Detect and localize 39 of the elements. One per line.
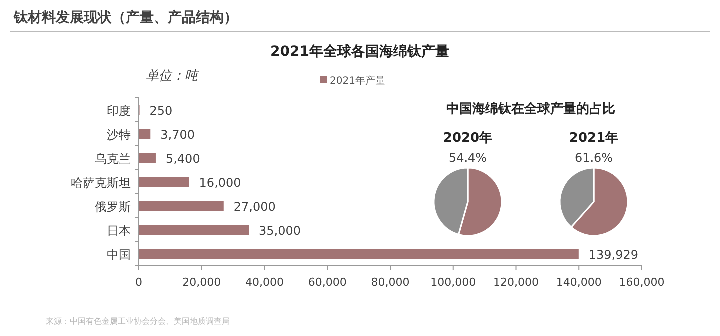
y-tick-label: 印度 [107,104,131,118]
data-label: 35,000 [259,224,302,238]
chart-subtitle: 2021年 [569,131,619,146]
bar [139,201,224,211]
text: 钛材料发展现状（产量、产品结构） [13,9,238,26]
x-tick-label: 140,000 [556,276,602,289]
y-tick-label: 俄罗斯 [95,200,131,214]
bar [139,129,151,139]
x-tick-label: 0 [136,276,142,289]
source-note: 来源：中国有色金属工业协会分会、美国地质调查局 [46,317,230,326]
chart-subtitle: 2020年 [443,131,493,146]
data-label: 27,000 [234,200,276,214]
bar [139,249,579,259]
data-label: 54.4% [448,151,488,165]
text: 单位：吨 [146,69,200,84]
x-tick-label: 80,000 [371,276,410,289]
y-tick-label: 日本 [107,224,131,238]
data-label: 16,000 [199,176,242,190]
data-label: 61.6% [574,151,614,165]
x-tick-label: 160,000 [619,276,665,289]
x-tick-label: 120,000 [494,276,539,289]
y-tick-label: 中国 [107,248,131,262]
x-tick-label: 40,000 [246,276,284,289]
bar [139,153,156,163]
data-label: 250 [150,104,173,118]
text: 中国海绵钛在全球产量的占比 [446,101,616,117]
data-label: 139,929 [588,248,639,262]
chart-title: 2021年全球各国海绵钛产量 [270,43,450,60]
data-label: 3,700 [160,128,195,142]
x-tick-label: 100,000 [430,276,476,289]
y-tick-label: 哈萨克斯坦 [71,176,131,190]
bar [139,225,250,235]
legend-label: 2021年产量 [330,75,386,87]
data-label: 5,400 [166,152,200,166]
x-tick-label: 60,000 [308,276,347,289]
bar [139,177,190,187]
y-tick-label: 沙特 [107,128,131,142]
y-tick-label: 乌克兰 [95,152,131,166]
x-tick-label: 20,000 [182,276,222,289]
